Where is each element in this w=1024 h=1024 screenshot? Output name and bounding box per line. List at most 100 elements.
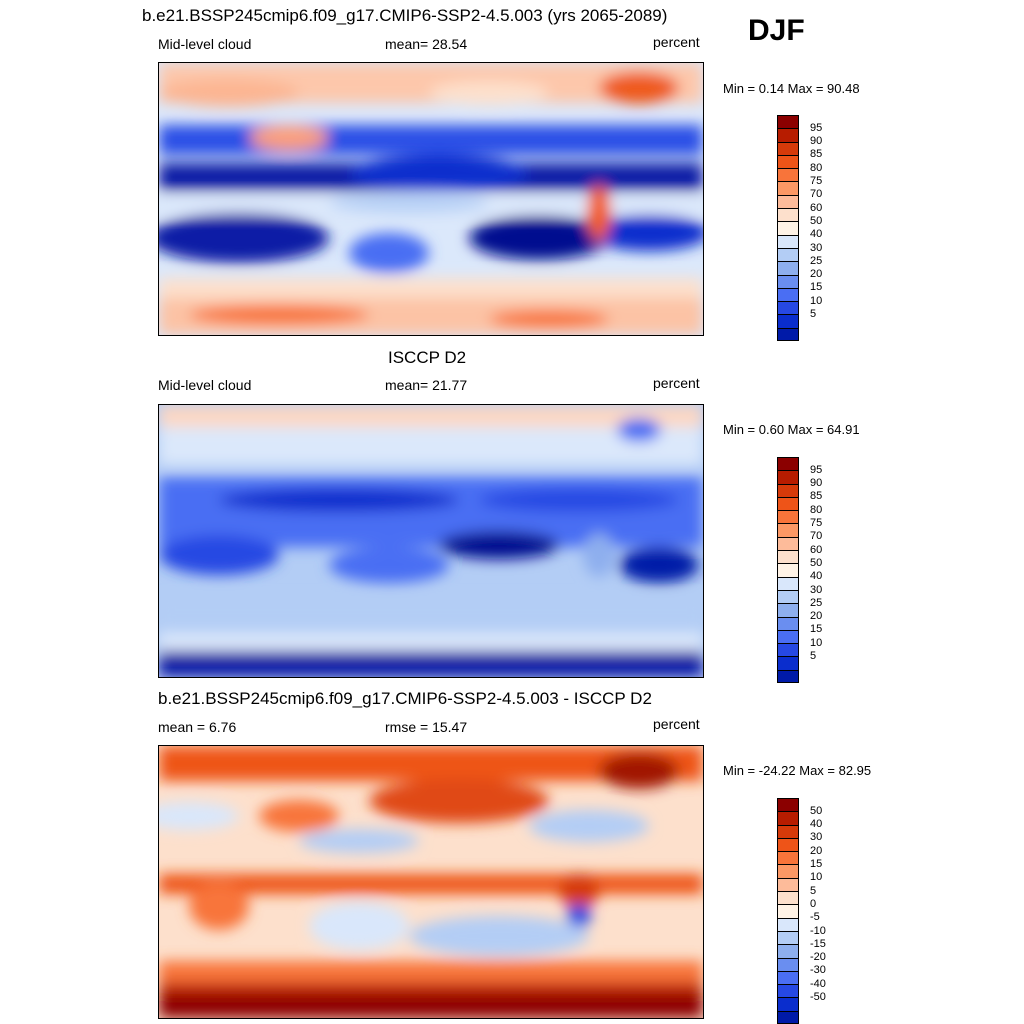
colorbar-swatch bbox=[777, 656, 799, 670]
colorbar-tick-label: 70 bbox=[810, 188, 823, 201]
colorbar-tick-label: 60 bbox=[810, 543, 823, 556]
colorbar-swatch bbox=[777, 181, 799, 195]
colorbar-swatch bbox=[777, 851, 799, 865]
colorbar-tick-label: 25 bbox=[810, 596, 823, 609]
colorbar-tick-label: 10 bbox=[810, 294, 823, 307]
colorbar-tick-label: 20 bbox=[810, 844, 823, 857]
colorbar-tick-label: 20 bbox=[810, 268, 823, 281]
colorbar-tick-label: 15 bbox=[810, 281, 823, 294]
colorbar-swatch bbox=[777, 643, 799, 657]
colorbar-tick-label: 20 bbox=[810, 610, 823, 623]
panel-minmax: Min = 0.60 Max = 64.91 bbox=[723, 422, 860, 437]
colorbar-tick-label: 90 bbox=[810, 135, 823, 148]
colorbar-tick-label: 40 bbox=[810, 570, 823, 583]
colorbar-swatch bbox=[777, 864, 799, 878]
colorbar-swatch bbox=[777, 891, 799, 905]
colorbar-swatch bbox=[777, 247, 799, 262]
panel-rmse-label: rmse = 15.47 bbox=[385, 719, 468, 735]
colorbar-swatch bbox=[777, 957, 799, 971]
colorbar-tick-label: -50 bbox=[810, 991, 826, 1003]
colorbar-swatch bbox=[777, 904, 799, 918]
colorbar-tick-label: 15 bbox=[810, 858, 823, 870]
panel-variable-label: Mid-level cloud bbox=[158, 377, 252, 393]
colorbar-tick-label: -40 bbox=[810, 977, 826, 990]
colorbar-tick-label: -10 bbox=[810, 924, 826, 937]
colorbar-swatch bbox=[777, 1010, 799, 1024]
colorbar-swatch bbox=[777, 194, 799, 209]
colorbar-swatch bbox=[777, 997, 799, 1011]
panel-minmax: Min = -24.22 Max = 82.95 bbox=[723, 763, 872, 778]
obs-cloud-map bbox=[158, 404, 704, 678]
colorbar-swatch bbox=[777, 798, 799, 812]
panel-title: ISCCP D2 bbox=[388, 348, 467, 367]
colorbar-swatch bbox=[777, 877, 799, 892]
colorbar-tick-label: 60 bbox=[810, 201, 823, 214]
colorbar-swatch bbox=[777, 141, 799, 155]
panel-units-label: percent bbox=[653, 34, 700, 50]
difference-colorbar bbox=[777, 798, 799, 1024]
panel-mean-label: mean= 21.77 bbox=[385, 377, 468, 393]
colorbar-tick-label: -5 bbox=[810, 911, 820, 924]
colorbar-tick-label: 85 bbox=[810, 148, 823, 161]
colorbar-swatch bbox=[777, 168, 799, 182]
colorbar-tick-label: -15 bbox=[810, 937, 826, 950]
colorbar-tick-label: 70 bbox=[810, 530, 823, 543]
colorbar-swatch bbox=[777, 930, 799, 945]
colorbar-tick-label: -20 bbox=[810, 951, 826, 964]
colorbar-swatch bbox=[777, 221, 799, 235]
colorbar-swatch bbox=[777, 837, 799, 852]
colorbar-swatch bbox=[777, 523, 799, 537]
colorbar-swatch bbox=[777, 629, 799, 644]
colorbar-tick-label: 10 bbox=[810, 871, 823, 884]
colorbar-tick-label: 50 bbox=[810, 804, 823, 817]
colorbar-swatch bbox=[777, 550, 799, 564]
difference-map bbox=[158, 745, 704, 1019]
panel-variable-label: Mid-level cloud bbox=[158, 36, 252, 52]
colorbar-tick-label: 30 bbox=[810, 583, 823, 596]
colorbar-swatch bbox=[777, 327, 799, 342]
colorbar-swatch bbox=[777, 470, 799, 484]
colorbar-swatch bbox=[777, 563, 799, 577]
colorbar-swatch bbox=[777, 457, 799, 471]
colorbar-swatch bbox=[777, 917, 799, 931]
panel-units-label: percent bbox=[653, 375, 700, 391]
colorbar-tick-label: 5 bbox=[810, 308, 817, 320]
colorbar-tick-label: 75 bbox=[810, 175, 823, 187]
panel-mean-label: mean= 28.54 bbox=[385, 36, 468, 52]
colorbar-swatch bbox=[777, 576, 799, 590]
colorbar-tick-label: 0 bbox=[810, 897, 817, 910]
colorbar-swatch bbox=[777, 208, 799, 222]
obs-colorbar bbox=[777, 457, 799, 684]
colorbar-swatch bbox=[777, 824, 799, 838]
colorbar-swatch bbox=[777, 944, 799, 958]
colorbar-swatch bbox=[777, 314, 799, 328]
obs-map-field bbox=[159, 405, 703, 677]
colorbar-tick-label: 50 bbox=[810, 556, 823, 569]
colorbar-tick-label: 40 bbox=[810, 818, 823, 831]
colorbar-tick-label: 80 bbox=[810, 161, 823, 174]
colorbar-tick-label: 85 bbox=[810, 490, 823, 503]
colorbar-swatch bbox=[777, 261, 799, 275]
colorbar-swatch bbox=[777, 603, 799, 617]
panel-title: b.e21.BSSP245cmip6.f09_g17.CMIP6-SSP2-4.… bbox=[142, 6, 668, 25]
colorbar-swatch bbox=[777, 128, 799, 142]
colorbar-tick-label: 50 bbox=[810, 214, 823, 227]
colorbar-swatch bbox=[777, 811, 799, 825]
colorbar-swatch bbox=[777, 234, 799, 248]
colorbar-swatch bbox=[777, 301, 799, 315]
colorbar-swatch bbox=[777, 483, 799, 497]
colorbar-tick-label: 95 bbox=[810, 121, 823, 134]
colorbar-tick-label: 25 bbox=[810, 254, 823, 267]
colorbar-tick-label: 80 bbox=[810, 503, 823, 516]
model-colorbar bbox=[777, 115, 799, 342]
colorbar-tick-label: 40 bbox=[810, 228, 823, 241]
colorbar-tick-label: 15 bbox=[810, 623, 823, 636]
panel-minmax: Min = 0.14 Max = 90.48 bbox=[723, 81, 860, 96]
diff-map-field bbox=[159, 746, 703, 1018]
colorbar-swatch bbox=[777, 510, 799, 524]
colorbar-swatch bbox=[777, 669, 799, 684]
colorbar-swatch bbox=[777, 616, 799, 630]
colorbar-swatch bbox=[777, 589, 799, 604]
colorbar-swatch bbox=[777, 154, 799, 169]
colorbar-swatch bbox=[777, 274, 799, 288]
